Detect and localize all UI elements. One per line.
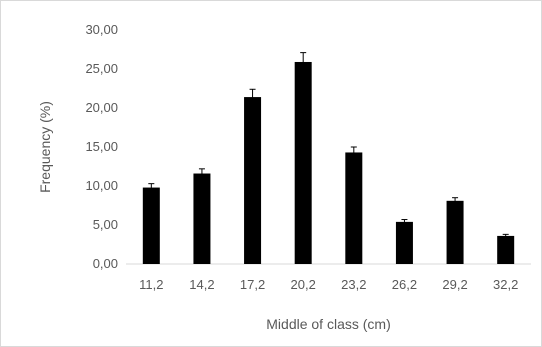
error-bar: [452, 197, 459, 205]
y-tick-label: 20,00: [85, 100, 118, 115]
bar: [497, 235, 515, 264]
x-tick-label: 14,2: [189, 277, 214, 292]
x-tick-label: 29,2: [442, 277, 467, 292]
x-tick-label: 23,2: [341, 277, 366, 292]
x-tick-label: 17,2: [240, 277, 265, 292]
error-bar: [502, 233, 509, 238]
error-bar: [198, 168, 205, 179]
bars: [142, 61, 515, 265]
bar: [142, 187, 160, 264]
error-bar: [300, 52, 307, 72]
y-axis-title: Frequency (%): [37, 101, 53, 193]
x-tick-label: 20,2: [291, 277, 316, 292]
x-tick-label: 11,2: [139, 277, 163, 292]
y-tick-label: 25,00: [85, 61, 118, 76]
error-bar: [148, 183, 155, 192]
y-tick-label: 30,00: [85, 22, 118, 37]
bar: [395, 221, 413, 264]
y-tick-label: 0,00: [93, 256, 118, 271]
error-bar: [249, 88, 256, 106]
x-axis-title: Middle of class (cm): [266, 316, 390, 332]
bar: [345, 152, 363, 264]
error-bars: [148, 52, 509, 238]
x-tick-label: 32,2: [493, 277, 518, 292]
x-tick-label: 26,2: [392, 277, 417, 292]
bar: [244, 97, 262, 264]
x-axis-ticks: 11,2 14,2 17,2 20,2 23,2 26,2 29,2 32,2: [139, 277, 518, 292]
y-tick-label: 15,00: [85, 139, 118, 154]
y-tick-label: 5,00: [93, 217, 118, 232]
bar: [294, 61, 312, 265]
error-bar: [401, 219, 408, 225]
y-tick-label: 10,00: [85, 178, 118, 193]
bar: [446, 200, 464, 264]
error-bar: [350, 146, 357, 159]
y-axis-ticks: 0,00 5,00 10,00 15,00 20,00 25,00 30,00: [85, 22, 118, 271]
bar: [193, 173, 211, 264]
